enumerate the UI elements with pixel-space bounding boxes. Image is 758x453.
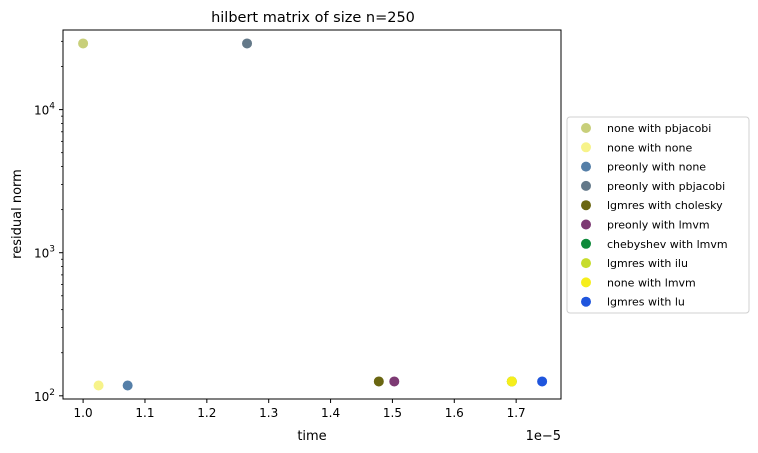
legend-marker [581,258,591,269]
data-point [78,38,89,49]
x-axis: 1.0 1.1 1.2 1.3 1.4 1.5 1.6 1.7 [74,399,526,420]
data-points [78,38,548,391]
legend-marker [581,161,591,172]
data-point [373,376,384,387]
x-tick-label: 1.4 [321,406,340,420]
legend-label: lgmres with lu [607,296,685,309]
y-axis-label: residual norm [10,169,25,259]
x-tick-label: 1.7 [507,406,526,420]
legend-marker [581,277,591,288]
legend-label: none with pbjacobi [607,122,711,135]
x-axis-offset-label: 1e−5 [526,429,561,444]
x-tick-label: 1.6 [445,406,464,420]
legend-marker [581,123,591,133]
plot-frame [62,29,562,400]
data-point [537,376,548,387]
legend-marker [581,238,591,249]
chart-title: hilbert matrix of size n=250 [211,10,415,26]
x-tick-label: 1.2 [197,406,216,420]
legend-marker [581,219,591,230]
legend-box [566,116,750,314]
legend-label: lgmres with ilu [607,257,688,270]
legend-label: chebyshev with lmvm [607,238,728,251]
data-point [242,38,253,49]
legend-label: preonly with pbjacobi [607,180,725,193]
legend-label: preonly with none [607,161,706,174]
y-tick-label: 103 [34,245,55,261]
y-axis: 102 103 104 [34,40,63,404]
legend-marker [581,142,591,153]
y-tick-label: 104 [34,102,55,118]
legend-label: lgmres with cholesky [607,199,723,212]
data-point [389,376,400,387]
legend-marker [581,200,591,211]
data-point [93,380,104,391]
x-tick-label: 1.3 [259,406,278,420]
legend-label: none with none [607,141,692,154]
y-tick-label: 102 [34,388,55,404]
legend-label: none with lmvm [607,276,696,289]
legend-marker [581,180,591,191]
legend-marker [581,296,591,307]
x-tick-label: 1.1 [135,406,154,420]
x-tick-label: 1.5 [383,406,402,420]
legend: none with pbjacobi none with none preonly … [566,116,750,314]
x-axis-label: time [297,429,326,444]
legend-label: preonly with lmvm [607,219,710,232]
data-point [506,376,517,387]
x-tick-label: 1.0 [74,406,93,420]
data-point [122,380,133,391]
